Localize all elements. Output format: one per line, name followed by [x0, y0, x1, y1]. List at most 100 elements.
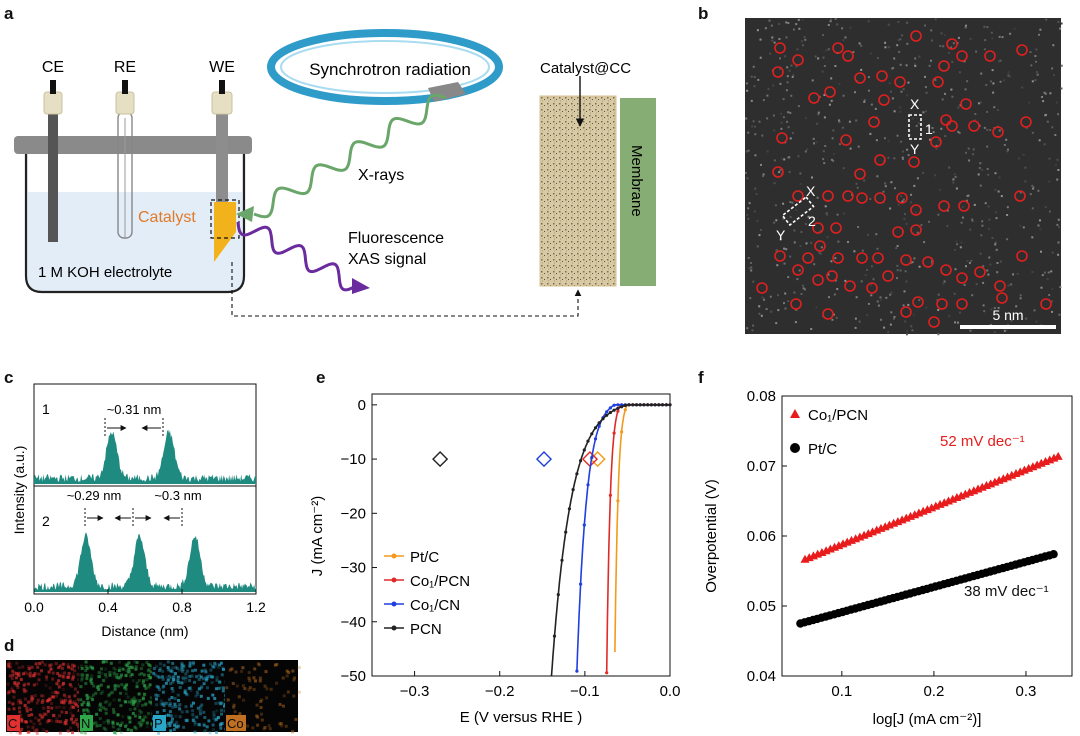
eds-label-co: Co — [227, 716, 244, 731]
atom-marker — [910, 224, 922, 236]
f-ytick-label: 0.07 — [747, 458, 776, 475]
e-xtick-label: −0.1 — [570, 683, 600, 700]
atom-marker — [1040, 298, 1052, 310]
e-eta10-marker — [432, 451, 449, 468]
membrane — [620, 98, 656, 286]
panel-letter-a: a — [4, 4, 14, 23]
atom-marker — [956, 272, 968, 284]
cell-lid — [14, 136, 252, 154]
trace-1-label: 1 — [42, 401, 50, 417]
panel-letter-b: b — [698, 4, 709, 23]
atom-marker — [1014, 190, 1026, 202]
xray-wave — [253, 93, 447, 219]
ce-label: CE — [42, 59, 64, 76]
e-series-point — [653, 403, 657, 407]
annotation-0-29nm: ~0.29 nm — [67, 488, 122, 503]
e-series-point — [634, 403, 639, 407]
atom-marker — [756, 282, 768, 294]
e-ytick-label: −10 — [341, 451, 366, 468]
atom-marker — [940, 264, 952, 276]
e-series-point — [605, 413, 609, 417]
e-series-point — [564, 530, 568, 534]
e-series-line-0 — [614, 404, 670, 653]
atom-marker — [826, 270, 838, 282]
atom-marker — [822, 190, 834, 202]
atom-marker — [928, 316, 940, 328]
eds-label-c: C — [8, 716, 17, 731]
atom-marker — [930, 136, 942, 148]
e-xtick-label: 0.0 — [660, 683, 681, 700]
f-ytick-label: 0.04 — [747, 668, 776, 685]
atom-marker — [856, 192, 868, 204]
atom-marker — [900, 306, 912, 318]
atom-marker — [854, 168, 866, 180]
atom-marker — [956, 298, 968, 310]
we-label: WE — [209, 59, 235, 76]
atom-marker — [772, 166, 784, 178]
atom-marker — [774, 250, 786, 262]
scale-bar-label: 5 nm — [992, 307, 1023, 323]
e-series-point — [586, 483, 590, 487]
line-profile-1-box — [908, 114, 922, 140]
e-ytick-label: −40 — [341, 614, 366, 631]
scale-bar — [960, 325, 1056, 329]
atom-marker — [854, 72, 866, 84]
atom-marker — [910, 30, 922, 42]
atom-marker — [822, 308, 834, 320]
annotation-0-3nm: ~0.3 nm — [154, 488, 201, 503]
panel-f-xlabel: log[J (mA cm⁻²)] — [873, 711, 982, 728]
f-point-triangle — [1053, 451, 1063, 460]
atom-marker — [968, 120, 980, 132]
panel-f-ylabel: Overpotential (V) — [703, 479, 720, 592]
catalyst-callout-box — [210, 199, 240, 239]
atom-marker — [774, 42, 786, 54]
e-series-point — [616, 406, 620, 410]
line1-x-label: X — [910, 96, 920, 112]
profile-traces — [34, 429, 256, 592]
e-eta10-marker — [535, 451, 553, 468]
atom-marker — [882, 270, 894, 282]
trace-2-label: 2 — [42, 513, 50, 529]
panel-e-xlabel: E (V versus RHE ) — [460, 709, 583, 726]
fluorescence-arrowhead — [352, 278, 370, 294]
xas-signal-label: XAS signal — [348, 251, 426, 268]
atom-marker — [958, 200, 970, 212]
e-series-point — [582, 448, 586, 452]
f-ytick-label: 0.05 — [747, 598, 776, 615]
e-series-point — [620, 405, 624, 409]
atom-marker — [938, 60, 950, 72]
atom-marker — [812, 274, 824, 286]
atom-marker — [874, 154, 886, 166]
e-series-point — [593, 437, 598, 441]
e-series-point — [590, 455, 594, 460]
stem-image-background — [745, 18, 1061, 334]
e-series-point — [646, 403, 650, 407]
c-xtick-label: 0.4 — [98, 599, 118, 615]
catalyst-label: Catalyst — [138, 209, 196, 226]
atom-marker — [1020, 116, 1032, 128]
synchrotron-ring — [267, 29, 503, 105]
atom-marker — [832, 42, 844, 54]
panel-letter-c: c — [4, 368, 14, 387]
slope-label-co1-pcn: 52 mV dec⁻¹ — [940, 433, 1025, 450]
e-series-point — [623, 403, 627, 408]
e-series-point — [605, 671, 609, 675]
e-series-point — [567, 507, 572, 511]
e-series-point — [586, 439, 590, 443]
eds-label-p: P — [154, 716, 163, 731]
atom-marker — [932, 76, 944, 88]
connector-to-catalyst-cc — [231, 262, 582, 317]
beamline-port — [428, 82, 466, 102]
e-legend-entry: Pt/C — [410, 549, 439, 566]
e-series-line-3 — [550, 404, 670, 676]
we-electrode — [216, 112, 228, 208]
f-xtick-label: 0.1 — [831, 683, 852, 700]
e-series-point — [620, 430, 624, 434]
e-series-point — [575, 669, 579, 673]
atom-marker — [1016, 44, 1028, 56]
atom-marker — [842, 190, 854, 202]
e-series-point — [638, 403, 642, 407]
e-series-point — [616, 409, 620, 413]
line2-y-label: Y — [776, 227, 786, 243]
e-series-point — [616, 499, 620, 503]
